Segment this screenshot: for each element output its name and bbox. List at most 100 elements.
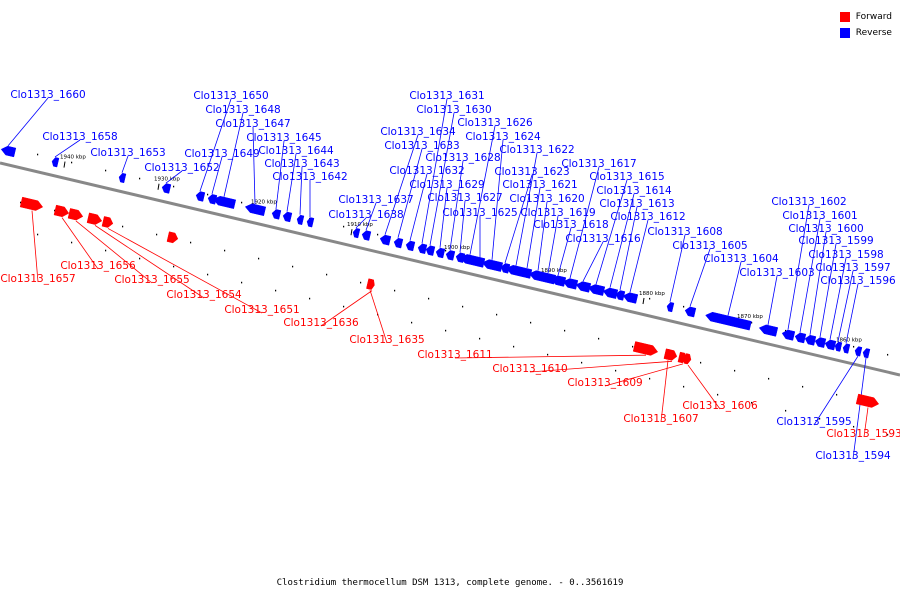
leader-line: [819, 243, 837, 338]
guide-dot: [343, 225, 345, 228]
leader-line: [529, 360, 673, 373]
guide-dot: [751, 401, 753, 404]
leader-line: [604, 363, 684, 387]
gene-label-clo1313-1653: Clo1313_1653: [90, 147, 165, 159]
reverse-gene-arrow: [118, 172, 127, 184]
tick-mark: [63, 161, 66, 168]
leader-line: [252, 126, 256, 205]
leader-line: [7, 97, 49, 147]
guide-dot: [224, 249, 226, 252]
forward-gene-arrow: [53, 204, 70, 218]
gene-label-clo1313-1636: Clo1313_1636: [283, 317, 359, 329]
guide-dot: [445, 329, 447, 332]
reverse-gene-arrow: [296, 214, 305, 226]
gene-label-clo1313-1609: Clo1313_1609: [567, 377, 642, 389]
guide-dot: [173, 265, 175, 268]
leader-line: [275, 140, 285, 210]
guide-dot: [887, 433, 889, 436]
gene-label-clo1313-1633: Clo1313_1633: [384, 140, 459, 152]
leader-line: [491, 139, 504, 260]
guide-dot: [37, 153, 39, 156]
leader-line: [837, 270, 854, 342]
leader-line: [320, 290, 373, 327]
genome-caption: Clostridium thermocellum DSM 1313, compl…: [276, 578, 624, 588]
guide-dot: [496, 313, 498, 316]
leader-line: [31, 210, 39, 283]
label-leader-lines: [7, 97, 869, 460]
gene-label-clo1313-1657: Clo1313_1657: [0, 273, 75, 285]
guide-dot: [734, 369, 736, 372]
leader-line: [689, 248, 711, 307]
gene-label-clo1313-1593: Clo1313_1593: [826, 428, 900, 440]
reverse-gene-arrow: [758, 324, 779, 337]
guide-dot: [547, 353, 549, 356]
legend-forward: Forward: [839, 9, 892, 25]
reverse-gene-arrow: [445, 250, 456, 261]
leader-line: [809, 231, 827, 335]
gene-label-clo1313-1637: Clo1313_1637: [338, 194, 413, 206]
guide-dot: [462, 305, 464, 308]
leader-line: [223, 112, 244, 197]
gene-label-clo1313-1660: Clo1313_1660: [10, 89, 85, 101]
gene-label-clo1313-1611: Clo1313_1611: [417, 349, 492, 361]
leader-line: [454, 354, 647, 359]
gene-label-clo1313-1621: Clo1313_1621: [502, 179, 577, 191]
gene-label-clo1313-1638: Clo1313_1638: [328, 209, 403, 221]
guide-dot: [360, 281, 362, 284]
reverse-gene-arrow: [562, 278, 579, 290]
tick-label: 1890 kbp: [541, 268, 567, 274]
guide-dot: [54, 209, 56, 212]
reverse-gene-arrow: [361, 230, 372, 241]
reverse-gene-arrow: [271, 209, 282, 220]
tick-label: 1880 kbp: [639, 291, 665, 297]
leader-line: [439, 187, 448, 248]
leader-line: [526, 187, 541, 269]
gene-label-clo1313-1648: Clo1313_1648: [205, 104, 280, 116]
reverse-gene-arrow: [435, 247, 446, 259]
leader-line: [504, 174, 533, 264]
leader-line: [799, 218, 821, 333]
reverse-gene-arrow: [195, 191, 206, 202]
reverse-gene-arrow: [666, 302, 675, 313]
gene-label-clo1313-1630: Clo1313_1630: [416, 104, 491, 116]
reverse-gene-arrow: [352, 228, 361, 239]
guide-dot: [207, 193, 209, 196]
reverse-gene-arrow: [834, 341, 843, 352]
gene-label-clo1313-1647: Clo1313_1647: [215, 118, 290, 130]
reverse-gene-arrow: [405, 240, 416, 252]
leader-line: [355, 217, 367, 229]
gene-label-clo1313-1605: Clo1313_1605: [672, 240, 747, 252]
gene-label-clo1313-1635: Clo1313_1635: [349, 334, 424, 346]
guide-dot: [751, 321, 753, 324]
gene-label-clo1313-1614: Clo1313_1614: [596, 185, 672, 197]
guide-dot: [513, 345, 515, 348]
leader-line: [369, 290, 388, 344]
gene-label-clo1313-1604: Clo1313_1604: [703, 253, 779, 265]
leader-line: [829, 257, 847, 340]
guide-dot: [139, 257, 141, 260]
gene-label-clo1313-1617: Clo1313_1617: [561, 158, 636, 170]
gene-label-clo1313-1624: Clo1313_1624: [465, 131, 541, 143]
gene-label-clo1313-1594: Clo1313_1594: [815, 450, 891, 462]
guide-dot: [717, 393, 719, 396]
guide-dot: [275, 289, 277, 292]
gene-label-clo1313-1654: Clo1313_1654: [166, 289, 242, 301]
leader-line: [429, 112, 455, 246]
forward-gene-arrow: [855, 393, 880, 408]
reverse-gene-arrow: [475, 257, 486, 268]
reverse-gene-arrow: [684, 306, 697, 318]
guide-dot: [122, 225, 124, 228]
reverse-gene-arrow: [282, 211, 293, 223]
gene-label-clo1313-1629: Clo1313_1629: [409, 179, 484, 191]
guide-dot: [853, 425, 855, 428]
reverse-gene-arrow: [161, 183, 172, 194]
guide-dot: [581, 361, 583, 364]
forward-swatch: [839, 12, 850, 22]
leader-line: [687, 364, 721, 410]
guide-dot: [173, 185, 175, 188]
reverse-gene-arrow: [425, 245, 436, 256]
guide-dot: [139, 177, 141, 180]
gene-label-clo1313-1626: Clo1313_1626: [457, 117, 533, 129]
